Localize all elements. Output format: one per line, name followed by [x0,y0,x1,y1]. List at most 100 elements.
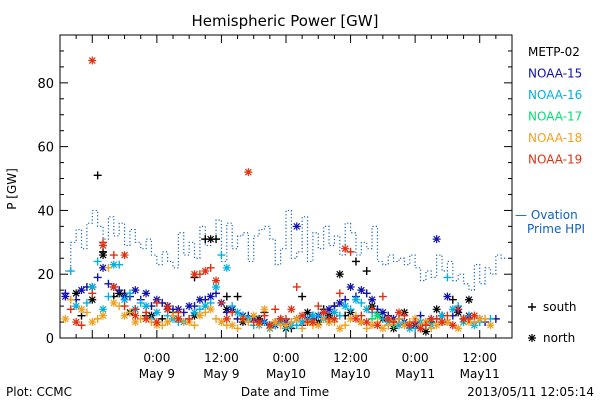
south-marker [125,289,134,298]
north-marker [464,295,473,304]
ovation-hpi-line [65,209,507,291]
north-marker [77,286,86,295]
north-marker [351,314,360,323]
x-tick-label-date: May11 [460,367,500,381]
south-marker [443,273,452,282]
north-marker [206,305,215,314]
north-marker [217,318,226,327]
ovation-hpi-series [65,209,507,291]
north-marker [421,327,430,336]
x-tick-label-time: 0:00 [143,351,170,365]
x-axis-label: Date and Time [241,385,329,399]
north-marker [432,305,441,314]
north-marker [222,263,231,272]
axes: 0 20 40 60 80 0:00 May 9 12:00 May 9 0:00 May10 12:… [37,35,513,381]
north-marker [131,318,140,327]
plot-frame [59,34,513,339]
north-marker [131,286,140,295]
x-tick-label-date: May 9 [203,367,239,381]
north-marker [298,318,307,327]
north-marker [432,321,441,330]
north-marker [222,314,231,323]
y-tick-label: 80 [37,77,54,92]
north-marker [271,318,280,327]
x-tick-label-time: 0:00 [402,351,429,365]
south-marker [222,292,231,301]
legend-ovation-line1: — Ovation [515,208,578,222]
x-tick-label-time: 0:00 [273,351,300,365]
x-tick-label-time: 12:00 [462,351,497,365]
north-marker [395,321,403,330]
south-marker [260,311,269,320]
north-marker [448,321,457,330]
north-marker [61,292,70,301]
north-marker [282,321,290,330]
north-marker [61,314,70,323]
north-marker [357,318,366,327]
north-marker [475,314,484,323]
data-points [61,56,500,336]
south-marker [217,298,226,307]
north-marker [368,295,377,304]
legend-item-noaa-19: NOAA-19 [528,153,582,167]
north-marker [395,308,403,317]
series-noaa-19 [66,56,479,333]
north-marker [255,318,264,327]
north-marker [142,314,151,323]
y-tick-label: 20 [37,268,54,283]
legend-south-label: south [543,300,577,314]
x-tick-label-date: May10 [331,367,371,381]
north-marker [319,308,328,317]
north-marker [109,260,118,269]
north-marker [152,308,161,317]
north-marker [201,302,210,311]
south-marker [443,311,452,320]
north-marker [341,244,350,253]
north-marker [190,308,199,317]
legend-item-noaa-18: NOAA-18 [528,131,582,145]
north-marker [190,270,199,279]
south-marker [88,289,97,298]
north-marker [142,302,151,311]
north-marker [416,324,425,333]
legend-ovation-line2: Prime HPI [527,222,585,236]
north-marker [163,305,172,314]
north-marker [308,318,317,327]
north-marker [470,311,479,320]
north-marker [260,305,269,314]
south-marker [335,289,344,298]
north-marker [72,289,81,298]
north-marker [373,311,382,320]
south-marker [298,324,307,333]
north-marker [298,311,307,320]
south-marker [271,305,280,314]
north-marker [201,267,210,276]
y-axis-label: P [GW] [5,168,19,210]
north-marker [212,282,221,291]
north-marker [131,311,140,320]
north-marker [432,235,441,244]
north-marker [325,305,334,314]
legend: METP-02 NOAA-15 NOAA-16 NOAA-17 NOAA-18 NOAA-… [515,45,585,345]
north-marker [357,286,366,295]
north-marker [459,314,468,323]
legend-item-noaa-15: NOAA-15 [528,67,582,81]
north-marker [120,311,129,320]
north-marker [341,302,350,311]
south-marker [104,292,113,301]
north-marker [142,289,151,298]
north-marker [265,321,274,330]
south-marker [66,267,75,276]
north-marker [99,311,108,320]
north-marker [454,324,463,333]
south-marker [351,257,360,266]
plot-credit: Plot: CCMC [6,385,72,399]
north-marker [185,302,194,311]
south-marker [362,267,371,276]
south-marker [152,298,161,307]
south-marker [314,302,323,311]
south-marker [454,305,463,314]
north-marker [443,318,452,327]
north-marker [443,292,452,301]
north-marker [528,334,536,342]
